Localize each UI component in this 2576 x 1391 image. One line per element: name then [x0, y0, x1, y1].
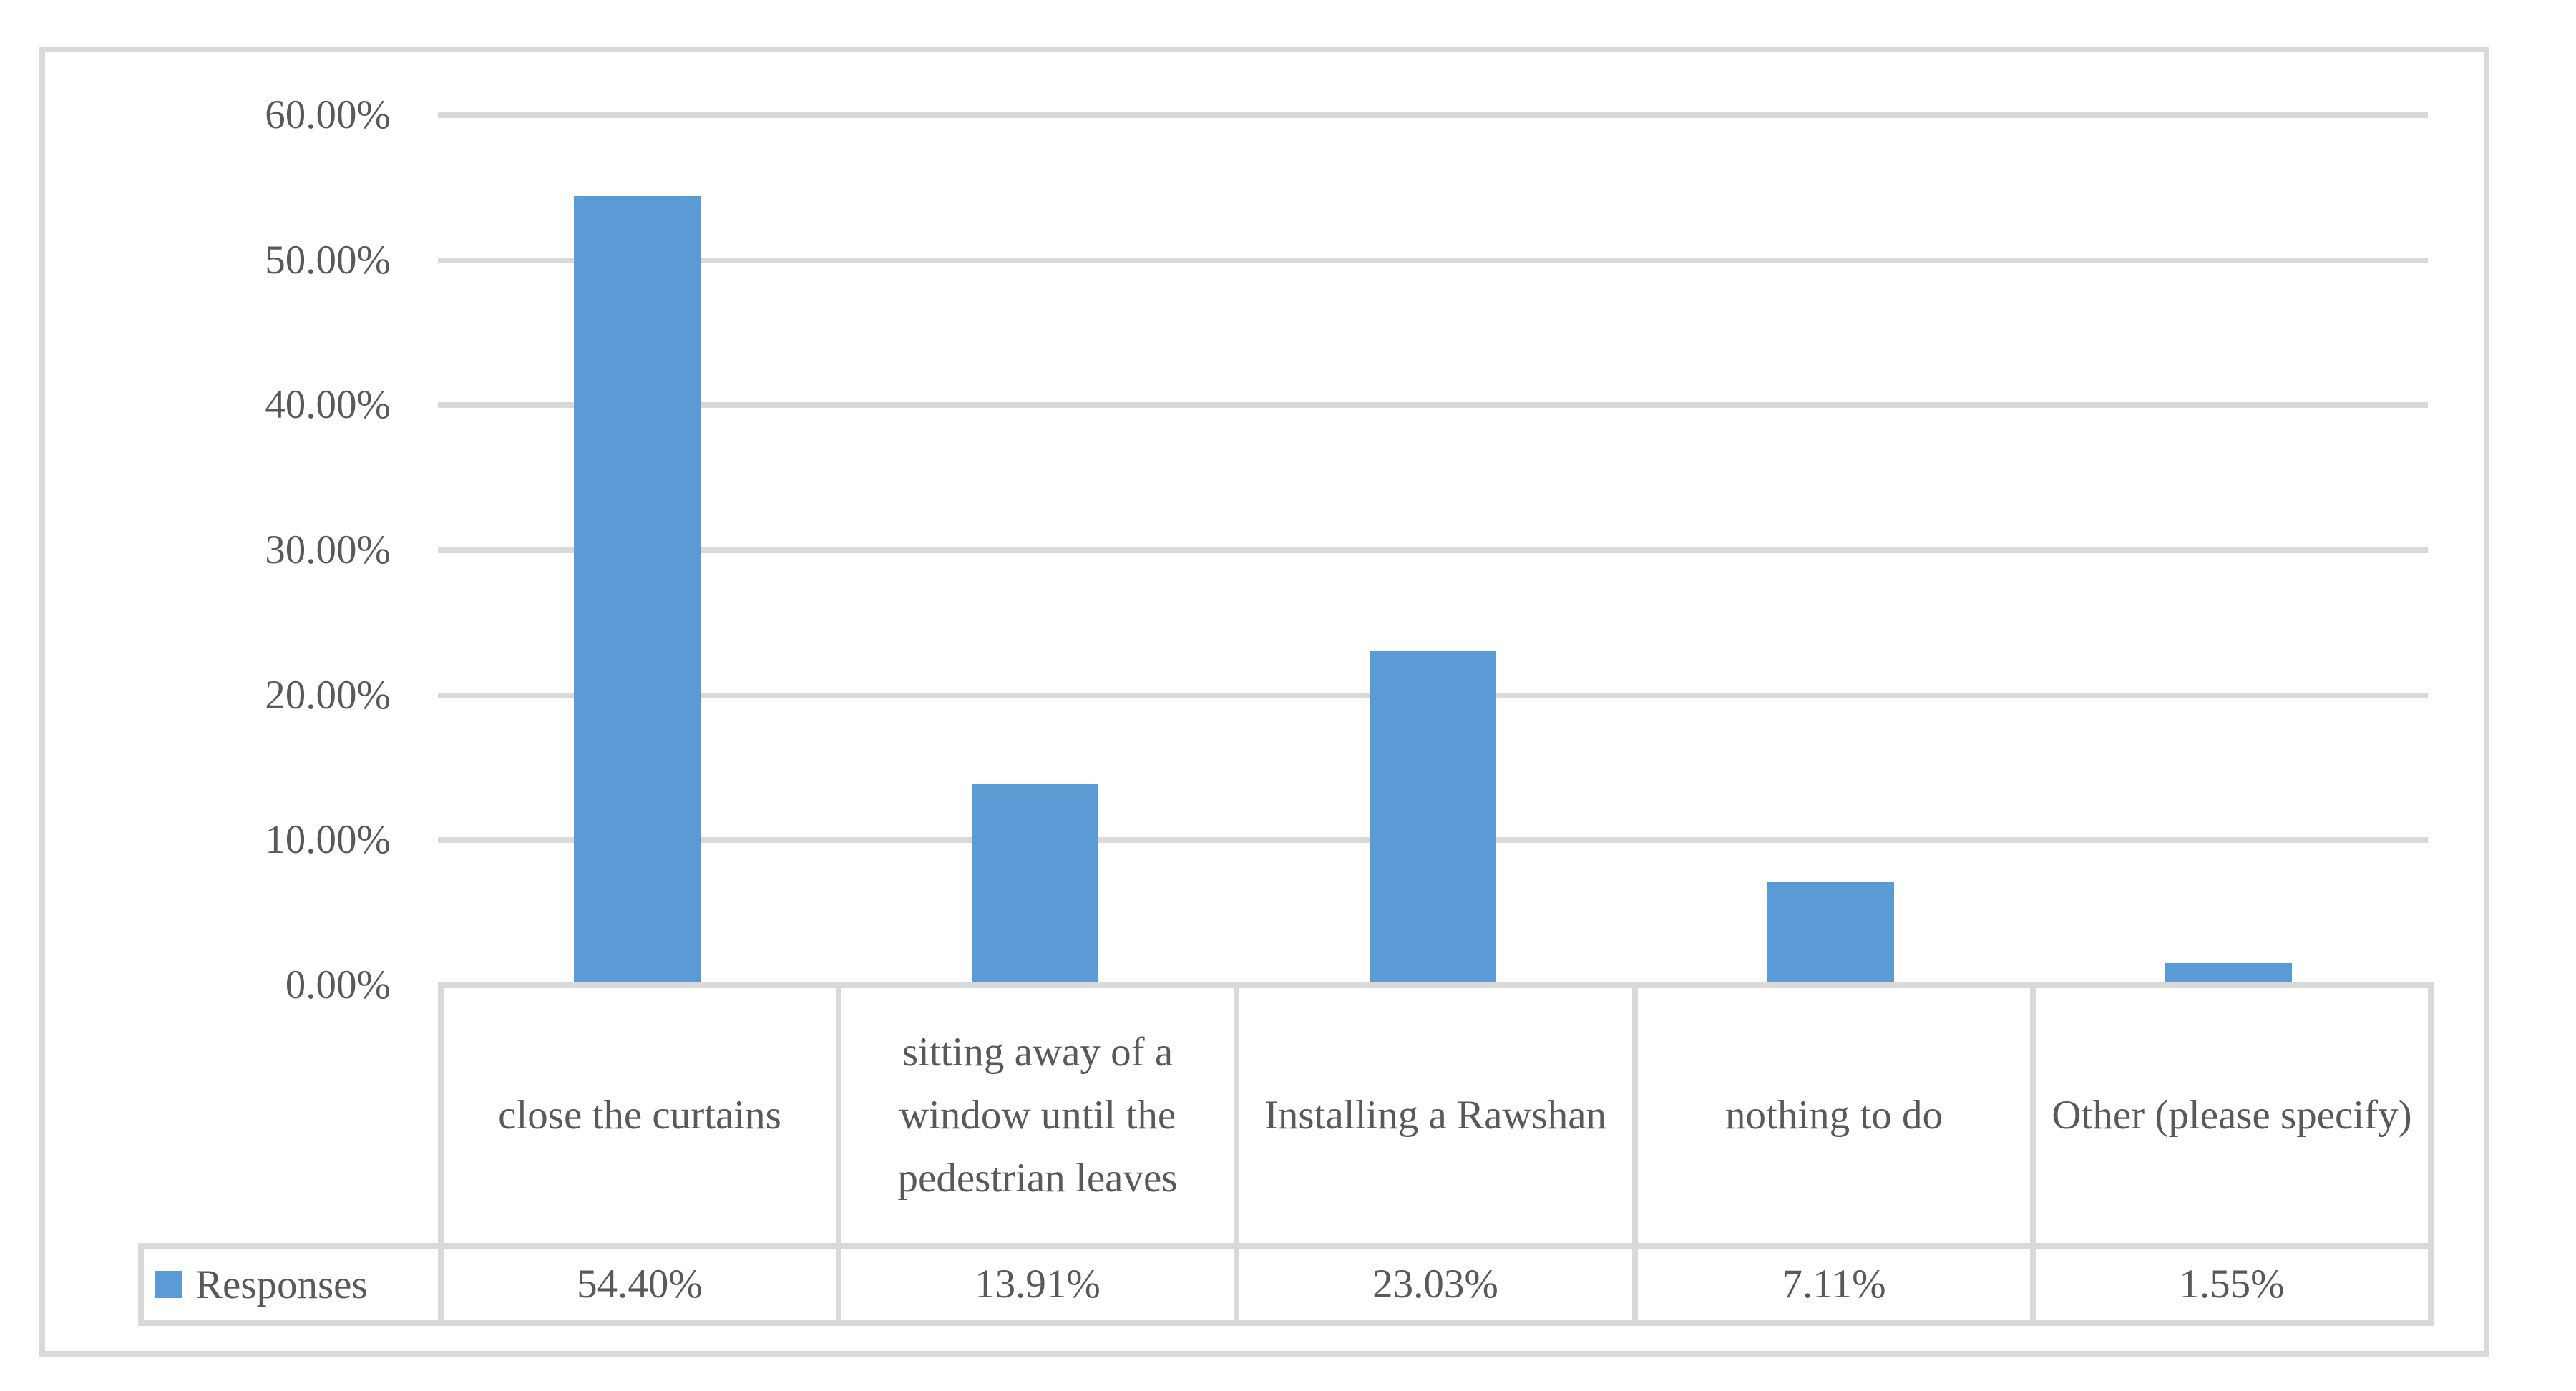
category-cell: Other (please specify) — [2051, 1093, 2412, 1138]
y-tick-label: 10.00% — [265, 817, 391, 863]
gridline — [438, 112, 2428, 118]
table-column-border — [836, 982, 841, 1326]
category-cell: close the curtains — [498, 1093, 781, 1138]
legend-swatch-icon — [155, 1271, 182, 1298]
y-tick-label: 40.00% — [265, 382, 391, 428]
table-row-divider — [138, 1243, 2434, 1249]
table-column-border — [1234, 982, 1239, 1326]
bar — [1767, 882, 1894, 984]
y-tick-label: 60.00% — [265, 92, 391, 137]
table-column-border — [2428, 982, 2434, 1326]
y-tick-label: 50.00% — [265, 237, 391, 283]
legend-cell: Responses — [144, 1249, 438, 1320]
gridline — [438, 547, 2428, 553]
chart-border-frame — [39, 47, 2489, 1357]
y-tick-label: 0.00% — [285, 962, 391, 1007]
gridline — [438, 257, 2428, 263]
bar — [972, 784, 1098, 984]
x-axis-line — [438, 982, 2434, 988]
y-tick-label: 30.00% — [265, 527, 391, 572]
bar — [2165, 963, 2292, 984]
table-column-border — [2030, 982, 2036, 1326]
category-cell: sitting away of a window until the pedes… — [897, 1030, 1178, 1201]
table-column-border — [1632, 982, 1638, 1326]
value-cell: 7.11% — [1782, 1261, 1886, 1307]
legend-label: Responses — [195, 1261, 368, 1307]
gridline — [438, 402, 2428, 409]
table-column-border — [438, 982, 444, 1326]
bar — [1370, 651, 1496, 984]
value-cell: 23.03% — [1372, 1261, 1498, 1307]
value-cell: 54.40% — [577, 1261, 703, 1307]
table-bottom-border — [138, 1320, 2434, 1326]
table-left-border — [138, 1243, 144, 1326]
value-cell: 13.91% — [975, 1261, 1101, 1307]
y-tick-label: 20.00% — [265, 672, 391, 718]
category-cell: Installing a Rawshan — [1264, 1093, 1607, 1138]
category-cell: nothing to do — [1724, 1093, 1943, 1138]
value-cell: 1.55% — [2179, 1261, 2285, 1307]
bar — [574, 196, 701, 984]
